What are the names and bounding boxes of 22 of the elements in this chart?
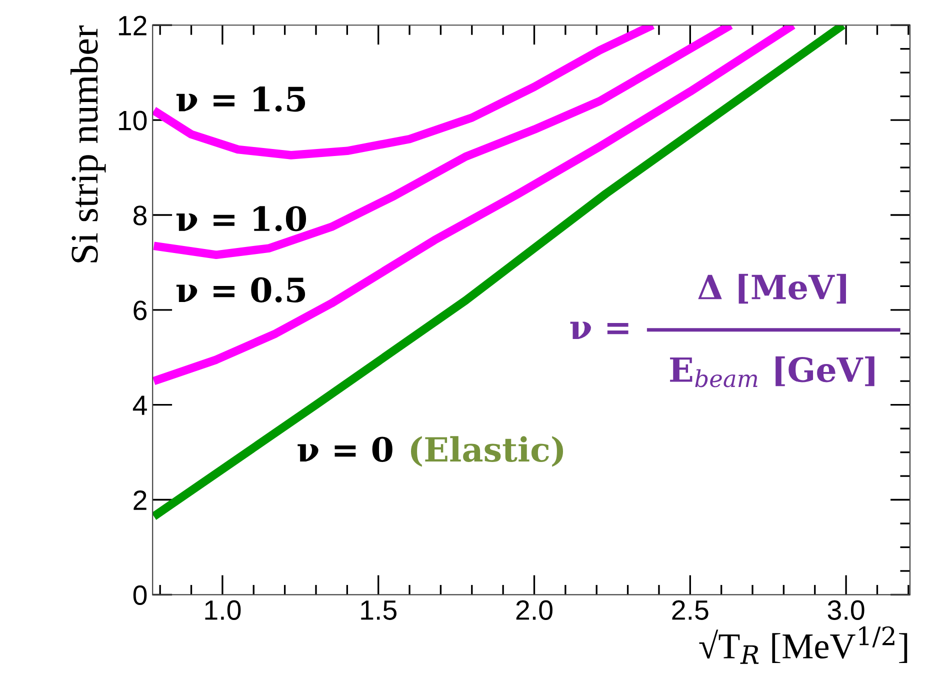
series-label: ν = 1.0 (176, 206, 306, 232)
y-tick-label: 8 (134, 206, 147, 226)
x-tick-label: 2.0 (516, 600, 552, 620)
x-tick-label: 3.0 (828, 600, 864, 620)
x-axis-title: √T$_{R}$ [MeV$^{1/2}$] (699, 626, 908, 664)
series-label: ν = 1.5 (176, 86, 306, 112)
series-label: ν = 0.5 (176, 277, 306, 302)
annotation: Δ [MeV] (698, 274, 846, 304)
annotation: E$_{beam}$ [GeV] (670, 356, 874, 388)
y-tick-label: 4 (132, 396, 147, 415)
y-tick-label: 0 (133, 585, 147, 606)
y-tick-label: 12 (118, 16, 146, 36)
y-tick-label: 6 (134, 300, 147, 320)
x-tick-label: 2.5 (672, 600, 708, 620)
y-tick-label: 2 (134, 490, 146, 510)
y-tick-label: 10 (118, 110, 147, 130)
series-label: ν = 0 (298, 436, 392, 462)
annotation: (Elastic) (410, 436, 564, 467)
annotation: ν = (570, 322, 628, 340)
x-tick-label: 1.0 (205, 600, 241, 620)
x-tick-label: 1.5 (361, 600, 396, 620)
y-axis-title: Si strip number (70, 25, 106, 262)
